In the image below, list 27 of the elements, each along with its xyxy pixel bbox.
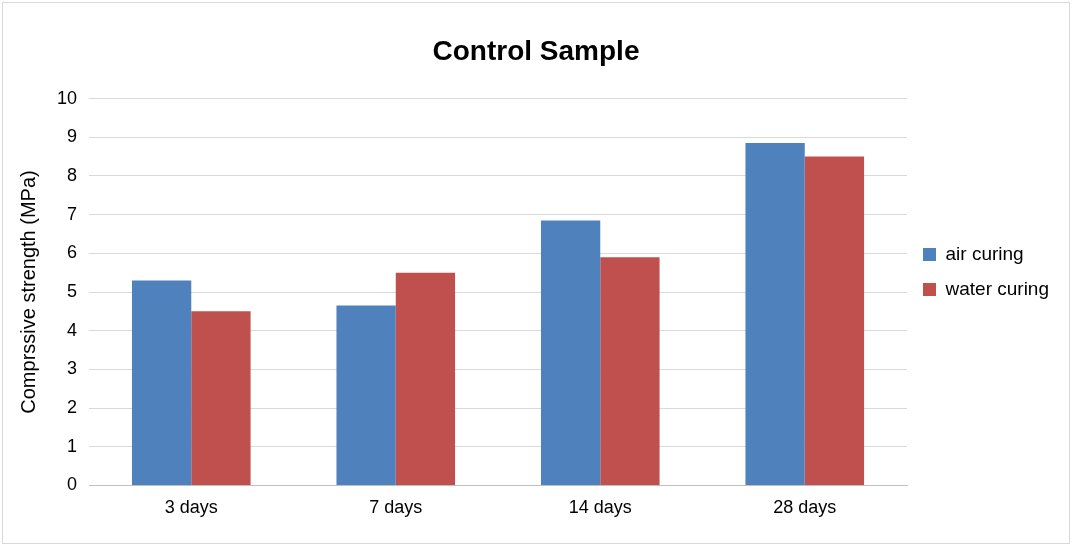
y-tick-label: 4 xyxy=(67,319,78,340)
bar xyxy=(395,272,456,485)
y-tick-label: 7 xyxy=(67,203,78,224)
y-tick-label: 5 xyxy=(67,280,78,301)
bar xyxy=(745,143,805,485)
y-tick-label: 9 xyxy=(67,126,78,147)
y-tick-label: 8 xyxy=(67,164,78,185)
y-tick-label: 2 xyxy=(67,397,78,418)
legend-label: air curing xyxy=(945,242,1024,264)
x-tick-label: 28 days xyxy=(773,497,837,518)
bar xyxy=(804,156,865,485)
bar xyxy=(600,257,660,485)
chart-title: Control Sample xyxy=(432,34,640,66)
y-tick-label: 6 xyxy=(67,242,78,263)
bar xyxy=(540,220,601,485)
y-tick-label: 1 xyxy=(67,435,78,456)
y-tick-label: 10 xyxy=(56,87,78,108)
bar xyxy=(131,280,192,485)
bar xyxy=(191,311,251,485)
bar xyxy=(336,305,396,485)
y-tick-label: 0 xyxy=(67,474,78,495)
x-tick-label: 3 days xyxy=(164,497,218,518)
y-axis-title: Comprssive strength (MPa) xyxy=(16,170,39,414)
x-tick-label: 14 days xyxy=(568,497,632,518)
x-tick-label: 7 days xyxy=(369,497,423,518)
y-tick-label: 3 xyxy=(67,358,78,379)
legend-label: water curing xyxy=(944,277,1050,299)
